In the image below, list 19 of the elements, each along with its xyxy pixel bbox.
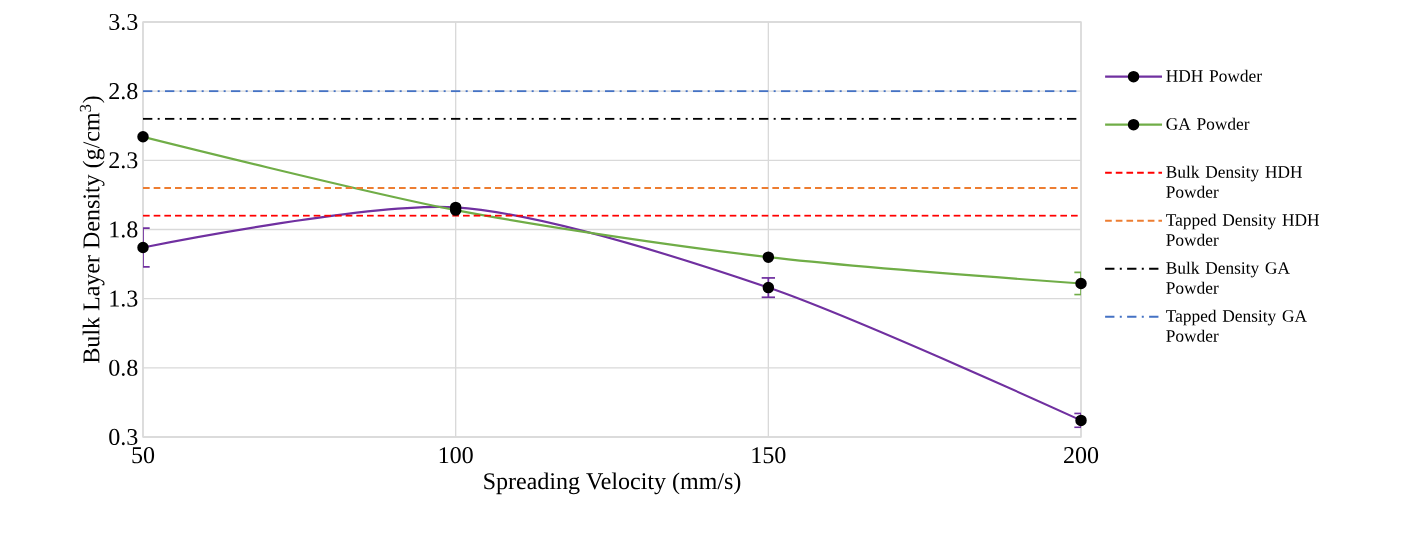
x-tick-label: 100 [439,447,473,464]
x-tick-label: 200 [1064,447,1099,464]
y-tick-label: 2.8 [109,83,138,100]
legend-label: Bulk Density GA Powder [1166,261,1290,294]
x-tick-label: 150 [752,447,786,464]
y-tick-label: 0.8 [109,359,138,376]
y-axis-title: Bulk Layer Density (g/cm$^{3}$) [79,96,105,363]
legend-label: Tapped Density GA Powder [1166,309,1307,342]
y-tick-label: 3.3 [109,13,138,31]
legend-label: HDH Powder [1166,69,1262,82]
legend-label: GA Powder [1166,117,1250,130]
y-tick-label: 1.3 [110,290,138,307]
legend-label: Tapped Density HDH Powder [1166,213,1320,246]
y-tick-label: 0.3 [109,428,138,446]
x-tick-label: 50 [132,447,155,464]
y-tick-label: 2.3 [109,152,138,169]
y-tick-label: 1.8 [110,221,138,238]
legend-label: Bulk Density HDH Powder [1166,165,1302,198]
x-axis-title: Spreading Velocity (mm/s) [484,472,741,495]
